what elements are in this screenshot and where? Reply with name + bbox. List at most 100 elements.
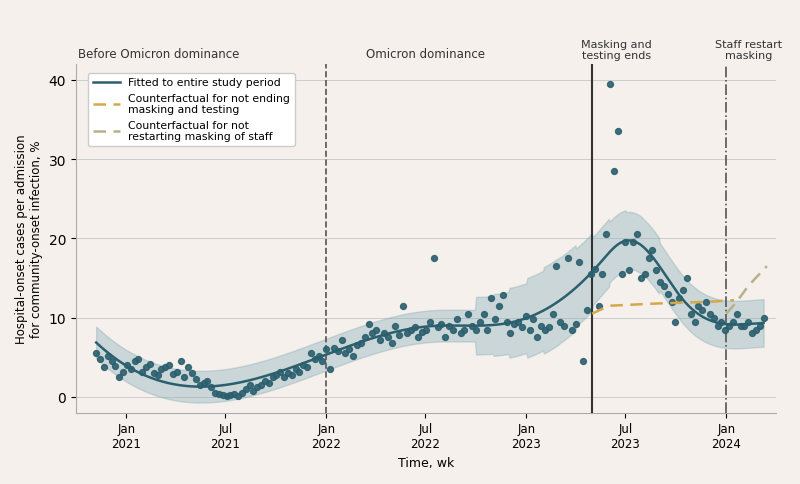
Point <box>182 363 194 371</box>
Point <box>117 369 130 377</box>
Point <box>757 314 770 322</box>
Point <box>420 326 433 333</box>
Point <box>546 310 559 318</box>
Point <box>619 239 632 247</box>
Point <box>607 168 620 176</box>
Point <box>427 255 440 262</box>
Text: Staff restart
masking: Staff restart masking <box>714 40 782 61</box>
Point <box>626 239 639 247</box>
Point <box>190 376 202 383</box>
Point <box>538 326 551 333</box>
Point <box>262 379 275 387</box>
Point <box>589 265 602 273</box>
Point <box>305 350 318 358</box>
Point <box>489 316 502 323</box>
Point <box>331 348 344 355</box>
Point <box>750 326 762 333</box>
Point <box>270 371 283 379</box>
Point <box>239 385 252 393</box>
Point <box>293 368 306 376</box>
Point <box>531 334 544 342</box>
Point <box>688 318 701 326</box>
Point <box>512 318 525 326</box>
Point <box>320 346 333 353</box>
Point <box>454 330 467 338</box>
Point <box>515 324 528 332</box>
Point <box>527 316 540 323</box>
Point <box>542 324 555 332</box>
Point <box>389 322 402 330</box>
Point <box>235 389 248 397</box>
Text: Omicron dominance: Omicron dominance <box>366 48 485 61</box>
Point <box>662 290 674 298</box>
Point <box>630 231 643 239</box>
Point <box>90 350 102 358</box>
Point <box>562 255 574 262</box>
Point <box>382 334 394 342</box>
Point <box>251 384 264 392</box>
Point <box>623 267 636 274</box>
Point <box>274 368 286 376</box>
Point <box>707 314 720 322</box>
Point <box>397 302 410 310</box>
Point <box>554 318 566 326</box>
Point <box>378 330 390 338</box>
Point <box>504 330 517 338</box>
Point <box>358 334 371 342</box>
Point <box>343 346 356 353</box>
Point <box>500 318 513 326</box>
Point <box>151 371 164 379</box>
Point <box>746 330 758 338</box>
Point <box>696 306 709 314</box>
Point <box>681 274 694 282</box>
Point <box>442 322 455 330</box>
Point <box>534 322 547 330</box>
Point <box>700 298 713 306</box>
Point <box>209 389 222 397</box>
Point <box>592 302 605 310</box>
Point <box>646 247 658 255</box>
Point <box>481 326 494 333</box>
Point <box>423 318 436 326</box>
Point <box>266 374 279 381</box>
Point <box>109 363 122 370</box>
Point <box>611 128 624 136</box>
Point <box>596 271 609 278</box>
Point <box>186 369 198 377</box>
Point <box>462 310 474 318</box>
Point <box>730 310 743 318</box>
Point <box>362 320 375 328</box>
Point <box>508 320 521 328</box>
Point <box>401 330 414 338</box>
Point <box>638 271 651 278</box>
Point <box>435 320 448 328</box>
Text: Masking and
testing ends: Masking and testing ends <box>582 40 652 61</box>
Point <box>585 271 598 278</box>
Point <box>416 328 429 336</box>
Point <box>140 363 153 371</box>
Point <box>254 381 267 389</box>
Point <box>754 322 766 330</box>
Point <box>309 355 322 363</box>
Point <box>450 316 463 323</box>
Point <box>174 358 187 365</box>
Point <box>650 267 662 274</box>
Text: Before Omicron dominance: Before Omicron dominance <box>78 48 239 61</box>
Point <box>404 326 417 333</box>
Point <box>581 306 594 314</box>
Point <box>558 322 570 330</box>
Point <box>316 358 329 365</box>
Point <box>715 318 728 326</box>
Point <box>197 379 210 387</box>
Point <box>147 369 160 377</box>
Point <box>166 370 179 378</box>
Point <box>566 326 578 333</box>
Point <box>493 302 506 310</box>
Point <box>327 344 340 352</box>
Point <box>719 326 732 333</box>
Point <box>669 318 682 326</box>
Point <box>374 336 386 344</box>
Point <box>155 365 168 373</box>
Point <box>132 355 145 363</box>
Point <box>136 368 149 376</box>
